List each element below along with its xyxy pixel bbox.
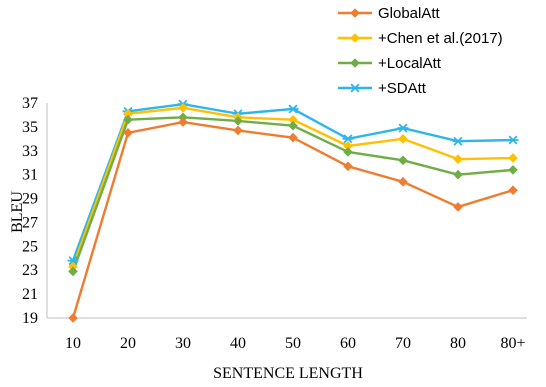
y-tick-label: 21 [22, 286, 38, 303]
x-tick-label: 10 [65, 335, 81, 352]
x-tick-label: 20 [120, 335, 136, 352]
y-tick-label: 33 [22, 143, 38, 160]
x-tick-labels: 10 20 30 40 50 60 70 80 80+ [65, 335, 526, 352]
y-tick-label: 35 [22, 119, 38, 136]
data-point-marker [233, 116, 243, 126]
data-point-marker [288, 120, 298, 131]
y-tick-label: 29 [22, 191, 38, 208]
data-point-marker [288, 114, 298, 125]
data-point-marker [288, 132, 298, 143]
y-tick-label: 23 [22, 262, 38, 279]
legend-label: +LocalAtt [378, 55, 442, 72]
data-point-marker [178, 117, 188, 127]
data-point-marker [397, 123, 409, 133]
legend-item: +Chen et al.(2017) [338, 30, 503, 47]
x-tick-label: 40 [230, 335, 246, 352]
data-point-marker [67, 256, 79, 266]
y-tick-label: 19 [22, 310, 38, 327]
data-point-marker [343, 141, 353, 151]
data-point-marker [398, 177, 408, 187]
data-point-marker [123, 128, 133, 138]
y-tick-label: 37 [22, 95, 38, 112]
x-tick-label: 80+ [500, 335, 525, 352]
data-point-marker [287, 104, 299, 114]
data-point-marker [508, 165, 518, 175]
data-point-marker [343, 161, 353, 172]
data-point-marker [507, 135, 519, 145]
x-tick-label: 30 [175, 335, 191, 352]
legend-swatch-marker [350, 58, 360, 68]
legend-swatch-marker [350, 8, 360, 18]
data-point-marker [453, 202, 463, 212]
legend-item: +LocalAtt [338, 55, 442, 72]
legend-label: +SDAtt [378, 80, 427, 97]
data-point-marker [343, 147, 353, 157]
data-point-marker [68, 266, 78, 277]
x-tick-label: 50 [285, 335, 301, 352]
data-point-marker [452, 136, 464, 146]
y-tick-label: 27 [22, 214, 38, 231]
legend-item: GlobalAtt [338, 5, 441, 22]
data-point-marker [68, 313, 78, 323]
legend-item: +SDAtt [338, 80, 427, 97]
data-point-marker [123, 114, 133, 125]
y-tick-label: 31 [22, 167, 38, 184]
series-markers [67, 99, 519, 323]
data-point-marker [342, 134, 354, 144]
y-tick-label: 25 [22, 238, 38, 255]
series-line [71, 120, 514, 319]
data-point-marker [508, 185, 518, 195]
data-point-marker [398, 134, 408, 144]
y-tick-labels: 19 21 23 25 27 29 31 33 35 37 [22, 95, 38, 327]
data-point-marker [123, 108, 133, 119]
data-point-marker [398, 155, 408, 166]
data-point-marker [453, 154, 463, 164]
data-point-marker [178, 102, 188, 113]
y-axis-title: BLEU [9, 191, 26, 233]
legend-label: GlobalAtt [378, 5, 441, 22]
x-tick-label: 60 [340, 335, 356, 352]
data-point-marker [453, 169, 463, 180]
x-tick-label: 80 [450, 335, 466, 352]
axes [46, 103, 527, 319]
legend-swatch-marker [349, 83, 361, 93]
data-point-marker [233, 125, 243, 136]
legend-label: +Chen et al.(2017) [378, 30, 503, 47]
data-point-marker [508, 153, 518, 163]
legend-swatch-marker [350, 33, 360, 43]
x-tick-label: 70 [395, 335, 411, 352]
x-axis-title: SENTENCE LENGTH [213, 365, 363, 382]
legend: GlobalAtt +Chen et al.(2017) +LocalAtt +SDA… [338, 5, 503, 97]
